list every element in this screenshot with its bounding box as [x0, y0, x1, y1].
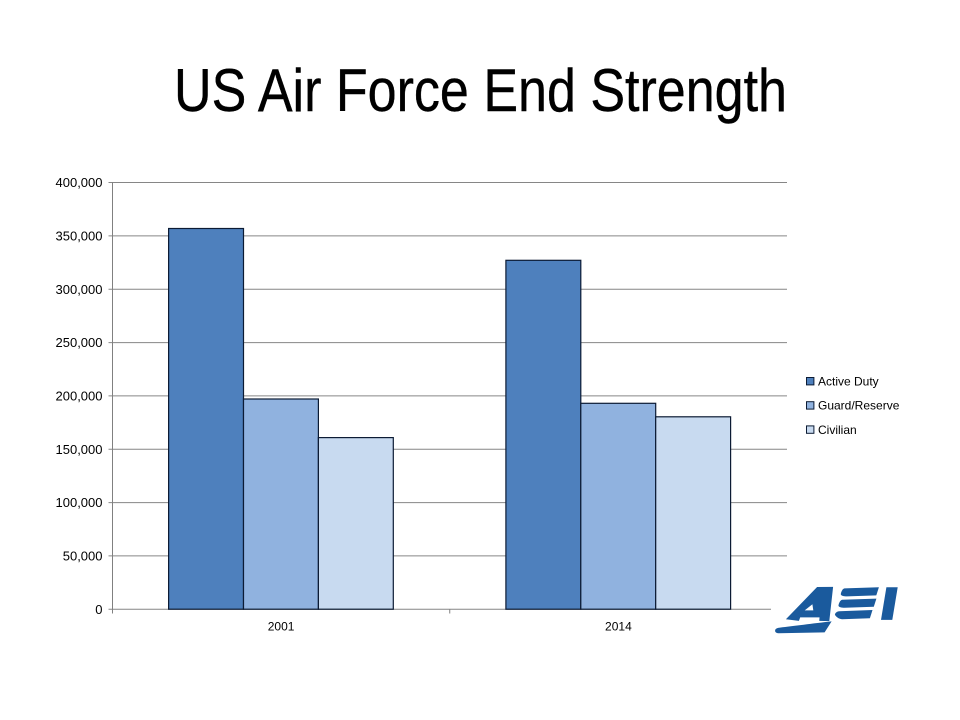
svg-text:250,000: 250,000	[56, 335, 103, 350]
svg-text:200,000: 200,000	[56, 389, 103, 404]
svg-text:150,000: 150,000	[56, 442, 103, 457]
svg-text:300,000: 300,000	[56, 282, 103, 297]
svg-text:2014: 2014	[605, 620, 632, 634]
svg-text:0: 0	[95, 602, 102, 617]
svg-text:Civilian: Civilian	[818, 423, 857, 437]
svg-text:50,000: 50,000	[63, 549, 103, 564]
svg-text:Active Duty: Active Duty	[818, 375, 879, 389]
svg-text:400,000: 400,000	[56, 175, 103, 190]
svg-text:Guard/Reserve: Guard/Reserve	[818, 399, 900, 413]
svg-text:350,000: 350,000	[56, 229, 103, 244]
svg-text:100,000: 100,000	[56, 495, 103, 510]
svg-text:2001: 2001	[268, 620, 295, 634]
